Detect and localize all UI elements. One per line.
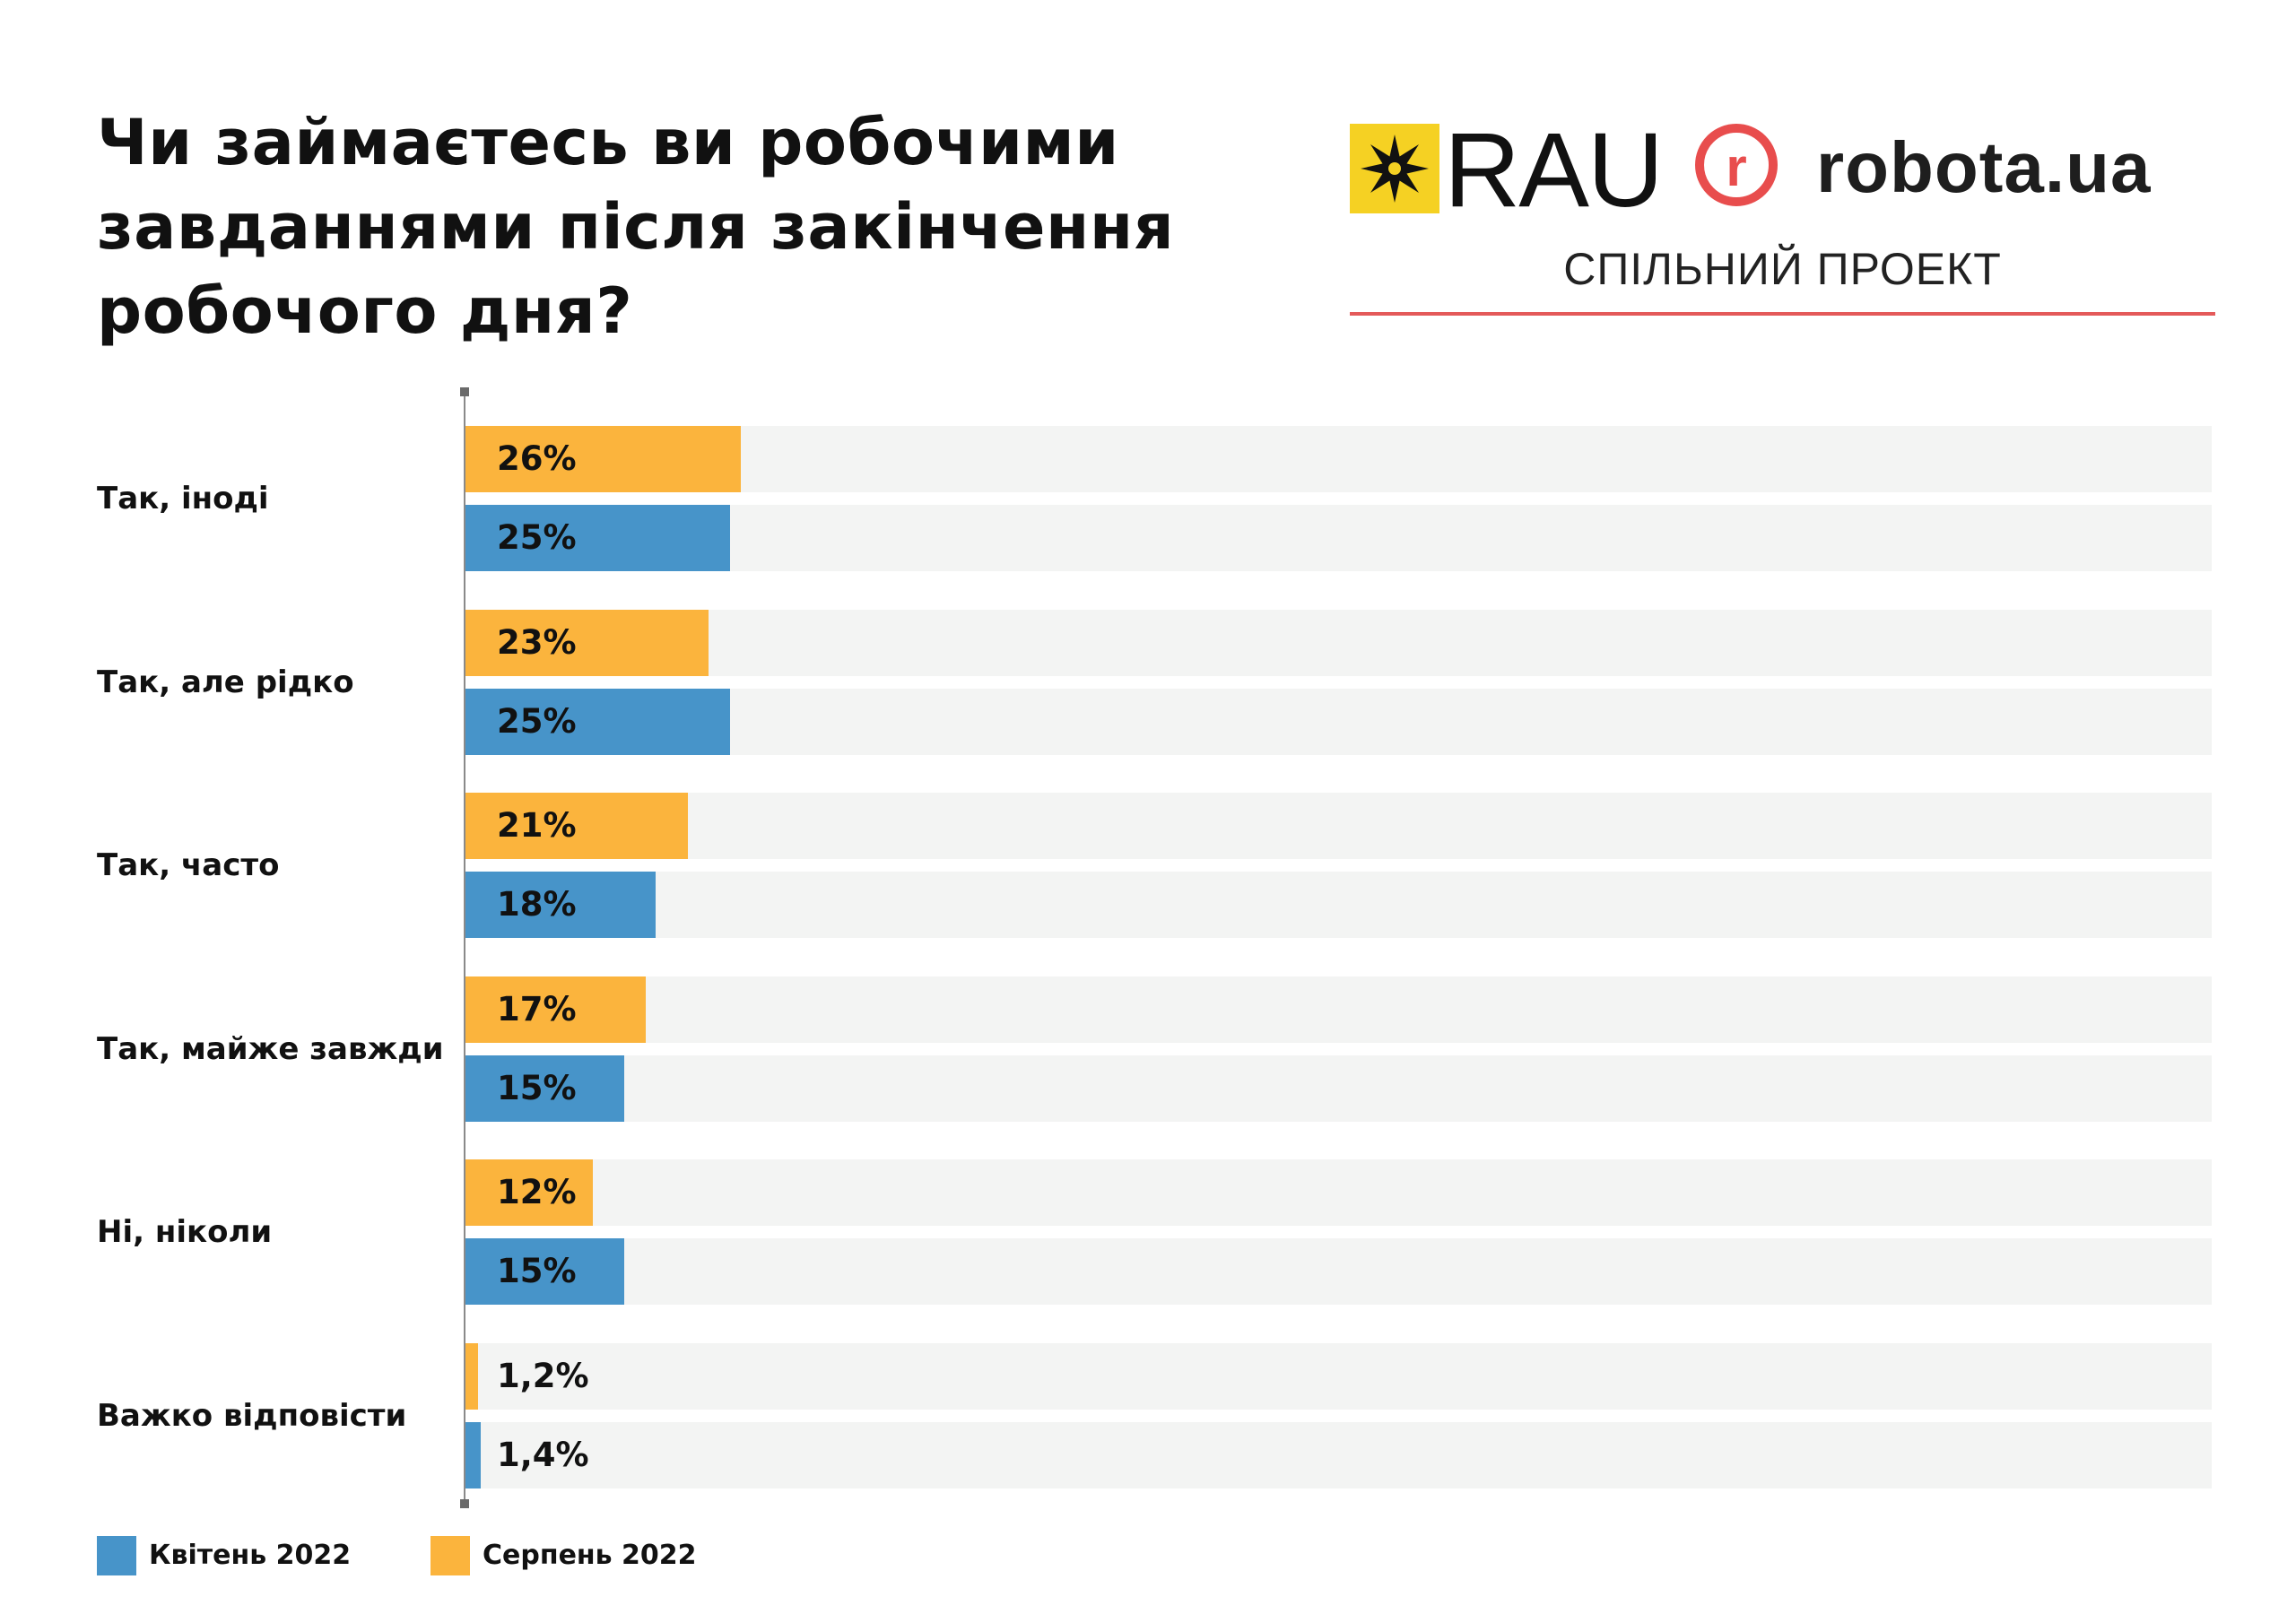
legend-swatch-august bbox=[430, 1536, 470, 1575]
bar bbox=[465, 688, 730, 755]
bar-track bbox=[465, 1055, 2212, 1122]
bar-value-label: 1,2% bbox=[497, 1356, 589, 1395]
bar-track bbox=[465, 426, 2212, 492]
bar-value-label: 26% bbox=[497, 439, 577, 478]
bar bbox=[465, 1421, 481, 1488]
robota-logo-mark: r bbox=[1695, 124, 1778, 206]
bar-track bbox=[465, 1159, 2212, 1226]
bar bbox=[465, 426, 741, 492]
title-line-1: Чи займаєтесь ви робочими bbox=[97, 106, 1119, 179]
category-label: Так, але рідко bbox=[97, 664, 354, 700]
bar-value-label: 25% bbox=[497, 518, 577, 557]
category-label: Важко відповісти bbox=[97, 1397, 407, 1434]
y-axis-cap-bottom bbox=[460, 1499, 469, 1508]
bar-track bbox=[465, 1421, 2212, 1488]
logo-divider bbox=[1350, 312, 2215, 316]
bar bbox=[465, 1238, 624, 1305]
y-axis-cap-top bbox=[460, 387, 469, 396]
bar-value-label: 18% bbox=[497, 885, 577, 924]
legend-label-august: Серпень 2022 bbox=[483, 1540, 697, 1571]
title-line-2: завданнями після закінчення bbox=[97, 190, 1175, 264]
category-label: Ні, ніколи bbox=[97, 1214, 273, 1250]
joint-project-caption: СПІЛЬНИЙ ПРОЕКТ bbox=[1563, 244, 2002, 294]
y-axis-line bbox=[464, 391, 465, 1505]
bar bbox=[465, 1055, 624, 1122]
bar bbox=[465, 976, 646, 1043]
bar-value-label: 21% bbox=[497, 806, 577, 845]
category-label: Так, часто bbox=[97, 847, 280, 883]
bar-value-label: 25% bbox=[497, 701, 577, 741]
bar-value-label: 15% bbox=[497, 1252, 577, 1290]
bar bbox=[465, 1159, 593, 1226]
rau-logo-mark bbox=[1350, 124, 1439, 213]
bar-track bbox=[465, 1342, 2212, 1410]
star-ornament-icon bbox=[1361, 135, 1429, 203]
bar-value-label: 15% bbox=[497, 1068, 577, 1107]
bar-track bbox=[465, 1238, 2212, 1305]
bar-value-label: 1,4% bbox=[497, 1435, 589, 1474]
bar-value-label: 17% bbox=[497, 989, 577, 1028]
bar-track bbox=[465, 793, 2212, 859]
rau-logo-text: RAU bbox=[1444, 111, 1664, 230]
partner-logos: RAU r robota.ua СПІЛЬНИЙ ПРОЕКТ bbox=[1350, 117, 2215, 323]
bar bbox=[465, 609, 709, 676]
category-label: Так, майже завжди bbox=[97, 1030, 444, 1067]
title-line-3: робочого дня? bbox=[97, 274, 633, 348]
bar bbox=[465, 1342, 479, 1410]
bar-track bbox=[465, 688, 2212, 755]
bar-track bbox=[465, 609, 2212, 676]
bar bbox=[465, 505, 730, 571]
robota-mark-letter: r bbox=[1726, 137, 1747, 197]
bar-value-label: 23% bbox=[497, 622, 577, 662]
bar-track bbox=[465, 505, 2212, 571]
bar bbox=[465, 793, 688, 859]
bar bbox=[465, 872, 657, 938]
bar-track bbox=[465, 976, 2212, 1043]
legend-swatch-april bbox=[97, 1536, 136, 1575]
bar-value-label: 12% bbox=[497, 1173, 577, 1211]
chart-title: Чи займаєтесь ви робочими завданнями піс… bbox=[97, 100, 1281, 353]
category-label: Так, іноді bbox=[97, 481, 269, 516]
bar-track bbox=[465, 872, 2212, 938]
legend-label-april: Квітень 2022 bbox=[149, 1540, 352, 1571]
robota-logo-text: robota.ua bbox=[1816, 127, 2152, 207]
